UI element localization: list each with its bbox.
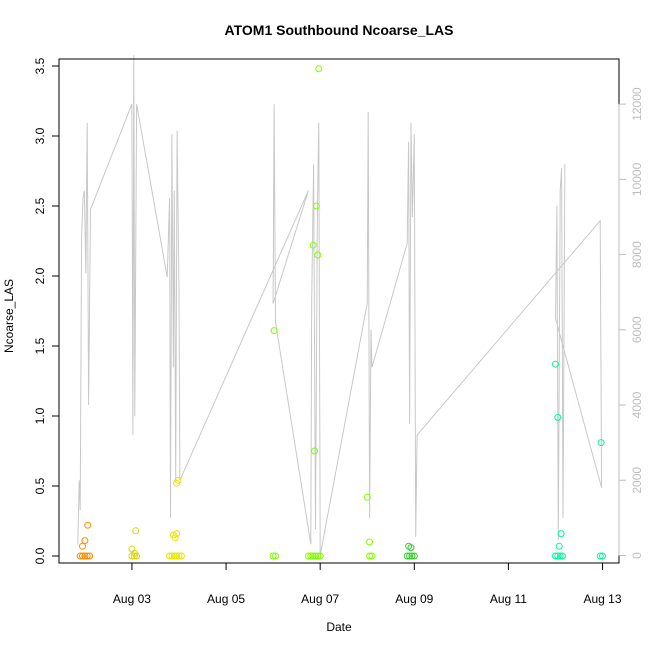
y-tick-label: 1.5 (33, 337, 47, 354)
data-point (84, 521, 92, 529)
right-axis-tick-label: 4000 (630, 391, 644, 418)
data-point (269, 552, 277, 560)
x-tick-label: Aug 09 (395, 592, 433, 606)
data-point (168, 552, 176, 560)
data-point (171, 534, 179, 542)
right-axis-tick-label: 0 (630, 552, 644, 559)
y-axis-label: Ncoarse_LAS (2, 279, 16, 353)
data-point (314, 552, 322, 560)
data-point (552, 552, 559, 560)
data-point (552, 360, 559, 368)
plot-frame (58, 58, 620, 564)
data-point (555, 542, 563, 550)
right-axis-tick-label: 10000 (630, 162, 644, 196)
x-tick-label: Aug 07 (301, 592, 339, 606)
data-point (81, 552, 89, 560)
data-point (406, 552, 414, 560)
x-tick-label: Aug 03 (113, 592, 151, 606)
data-point (366, 552, 374, 560)
data-point (368, 552, 376, 560)
data-point (366, 538, 374, 546)
data-point (403, 552, 411, 560)
right-axis-tick-label: 6000 (630, 316, 644, 343)
data-point (128, 545, 136, 553)
data-point (309, 241, 317, 249)
data-point (166, 552, 174, 560)
x-tick-label: Aug 05 (207, 592, 245, 606)
data-point (554, 413, 562, 421)
data-point (173, 552, 181, 560)
data-point (599, 552, 606, 560)
data-point (86, 552, 94, 560)
data-point (312, 202, 320, 210)
data-point (557, 530, 565, 538)
data-point (596, 552, 604, 560)
data-point (363, 493, 371, 501)
data-point (177, 552, 185, 560)
data-point (76, 552, 84, 560)
data-point (81, 537, 89, 545)
y-tick-label: 0.0 (33, 547, 47, 564)
data-point (83, 552, 91, 560)
y-tick-label: 0.5 (33, 477, 47, 494)
data-point (315, 65, 323, 73)
x-tick-label: Aug 11 (490, 592, 527, 606)
data-point (597, 439, 605, 447)
data-point (175, 552, 183, 560)
data-point (554, 552, 562, 560)
data-point (170, 552, 178, 560)
y-tick-label: 2.0 (33, 267, 47, 284)
data-point (173, 530, 181, 538)
data-point (174, 476, 182, 484)
data-point (312, 552, 319, 560)
data-point (408, 552, 416, 560)
data-point (316, 552, 324, 560)
y-tick-label: 3.5 (33, 57, 47, 74)
data-point (132, 527, 140, 535)
x-axis-label: Date (326, 620, 352, 634)
overlay-layer (77, 55, 603, 556)
data-point (79, 542, 86, 550)
data-point (410, 552, 418, 560)
chart-title: ATOM1 Southbound Ncoarse_LAS (225, 22, 454, 38)
y-tick-label: 2.5 (33, 197, 47, 214)
data-point (79, 552, 86, 560)
overlay-series-line (77, 55, 603, 556)
data-point (131, 549, 139, 557)
data-point (314, 251, 322, 259)
data-point (307, 552, 315, 560)
data-point (407, 544, 415, 552)
points-layer (76, 65, 606, 560)
y-axis: 0.0 0.5 1.0 1.5 2.0 2.5 3.0 3.5 (33, 57, 60, 564)
right-axis: 0 2000 4000 6000 8000 10000 12000 (618, 87, 644, 559)
data-point (311, 447, 318, 455)
right-axis-tick-label: 8000 (630, 241, 644, 268)
data-point (270, 327, 278, 335)
data-point (309, 552, 317, 560)
right-axis-tick-label: 12000 (630, 87, 644, 121)
x-axis: Aug 03 Aug 05 Aug 07 Aug 09 Aug 11 Aug 13 (113, 562, 622, 606)
data-point (304, 552, 312, 560)
data-point (559, 552, 566, 560)
right-axis-tick-label: 2000 (630, 467, 644, 494)
y-tick-label: 3.0 (33, 127, 47, 144)
x-tick-label: Aug 13 (584, 592, 622, 606)
data-point (556, 552, 564, 560)
data-point (130, 552, 138, 560)
data-point (272, 552, 279, 560)
y-tick-label: 1.0 (33, 407, 47, 424)
